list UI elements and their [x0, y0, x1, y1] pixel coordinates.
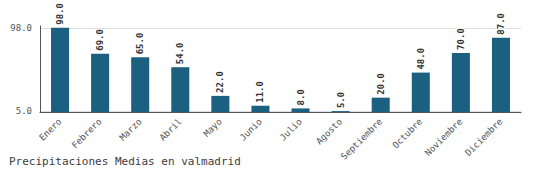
- svg-text:87.0: 87.0: [496, 13, 506, 35]
- svg-text:65.0: 65.0: [135, 33, 145, 55]
- svg-text:22.0: 22.0: [215, 71, 225, 93]
- svg-text:Agosto: Agosto: [314, 116, 344, 146]
- svg-text:5.0: 5.0: [336, 92, 346, 108]
- svg-text:Abril: Abril: [158, 116, 184, 142]
- svg-text:54.0: 54.0: [175, 43, 185, 65]
- svg-text:Precipitaciones Medias en valm: Precipitaciones Medias en valmadrid: [9, 155, 241, 168]
- svg-text:98.0: 98.0: [10, 23, 32, 33]
- svg-text:Julio: Julio: [278, 116, 304, 142]
- svg-text:11.0: 11.0: [255, 81, 265, 103]
- svg-text:48.0: 48.0: [416, 48, 426, 70]
- svg-text:Marzo: Marzo: [118, 116, 144, 142]
- svg-text:70.0: 70.0: [456, 28, 466, 50]
- svg-text:Febrero: Febrero: [70, 116, 104, 150]
- svg-text:Junio: Junio: [238, 116, 264, 142]
- svg-text:Diciembre: Diciembre: [463, 116, 504, 157]
- svg-text:Septiembre: Septiembre: [339, 116, 384, 161]
- svg-text:8.0: 8.0: [296, 89, 306, 105]
- svg-text:98.0: 98.0: [55, 3, 65, 25]
- svg-text:69.0: 69.0: [95, 29, 105, 51]
- svg-text:5.0: 5.0: [16, 106, 32, 116]
- svg-text:Mayo: Mayo: [202, 116, 224, 138]
- svg-text:Noviembre: Noviembre: [423, 116, 464, 157]
- svg-text:Enero: Enero: [37, 116, 63, 142]
- svg-text:20.0: 20.0: [376, 73, 386, 95]
- svg-text:Octubre: Octubre: [390, 116, 424, 150]
